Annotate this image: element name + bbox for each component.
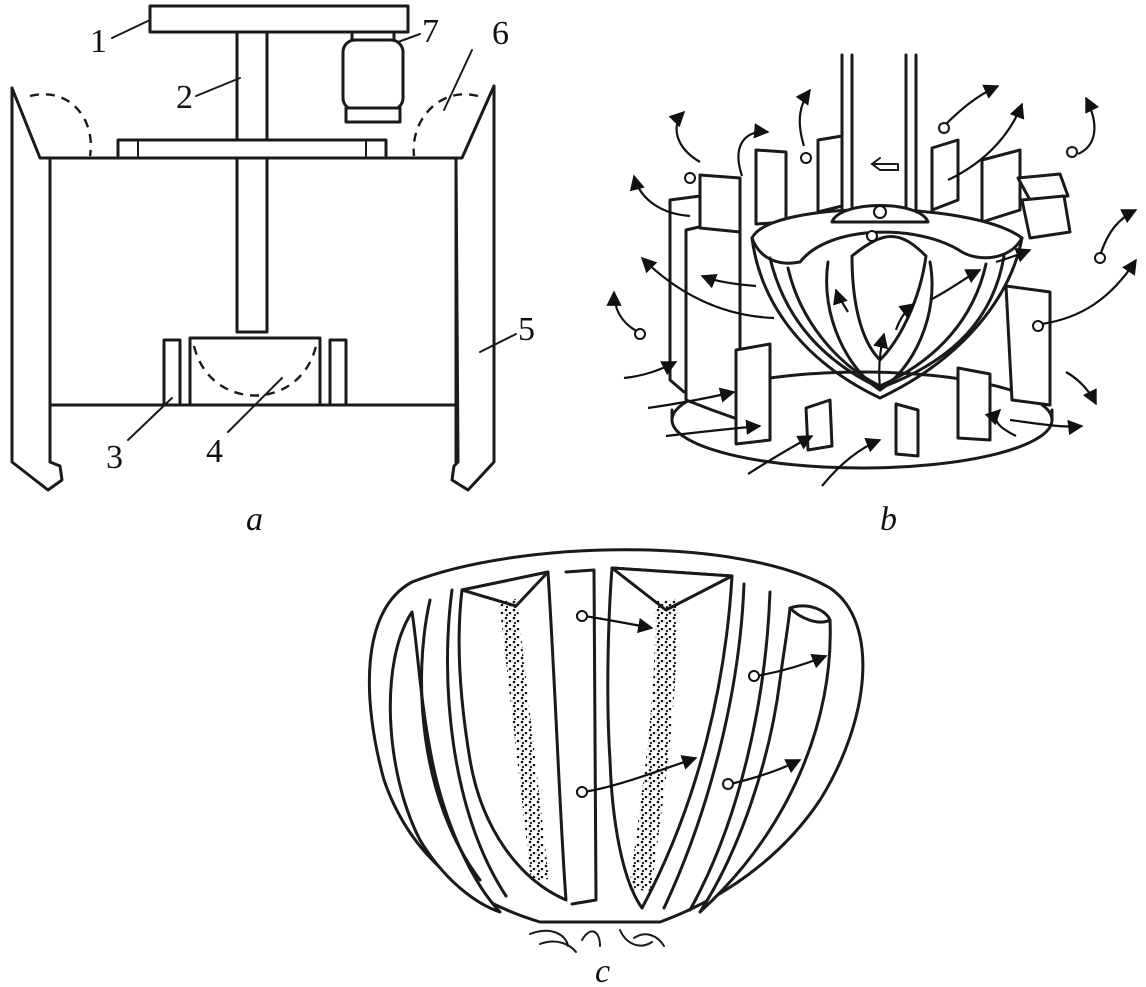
- stator-blades: [668, 134, 1072, 458]
- caption-c: c: [595, 953, 610, 987]
- label-4: 4: [206, 433, 223, 470]
- caption-b: b: [880, 501, 897, 538]
- froth-right-dashed: [412, 93, 479, 157]
- label-2: 2: [176, 79, 193, 116]
- motor-unit: [341, 30, 405, 124]
- inlet-arrow: [870, 157, 899, 171]
- label-5: 5: [518, 311, 535, 348]
- panel-a: 1 2 7 6 5 3 4 a: [10, 4, 535, 538]
- label-3: 3: [106, 439, 123, 476]
- channel-right-outer: [698, 606, 832, 914]
- label-1: 1: [90, 23, 107, 60]
- froth-left-dashed: [29, 93, 93, 157]
- top-beam: [148, 4, 410, 34]
- label-6: 6: [492, 15, 509, 52]
- panel-c: c: [367, 548, 865, 987]
- impeller-assembly: [162, 336, 348, 407]
- panel-b: b: [606, 53, 1138, 538]
- rim-plate: [116, 138, 388, 160]
- impeller-cup: [750, 204, 1024, 400]
- label-7: 7: [422, 13, 439, 50]
- flow-arrows: [606, 84, 1138, 487]
- caption-a: a: [246, 501, 263, 538]
- drive-shaft: [235, 30, 269, 334]
